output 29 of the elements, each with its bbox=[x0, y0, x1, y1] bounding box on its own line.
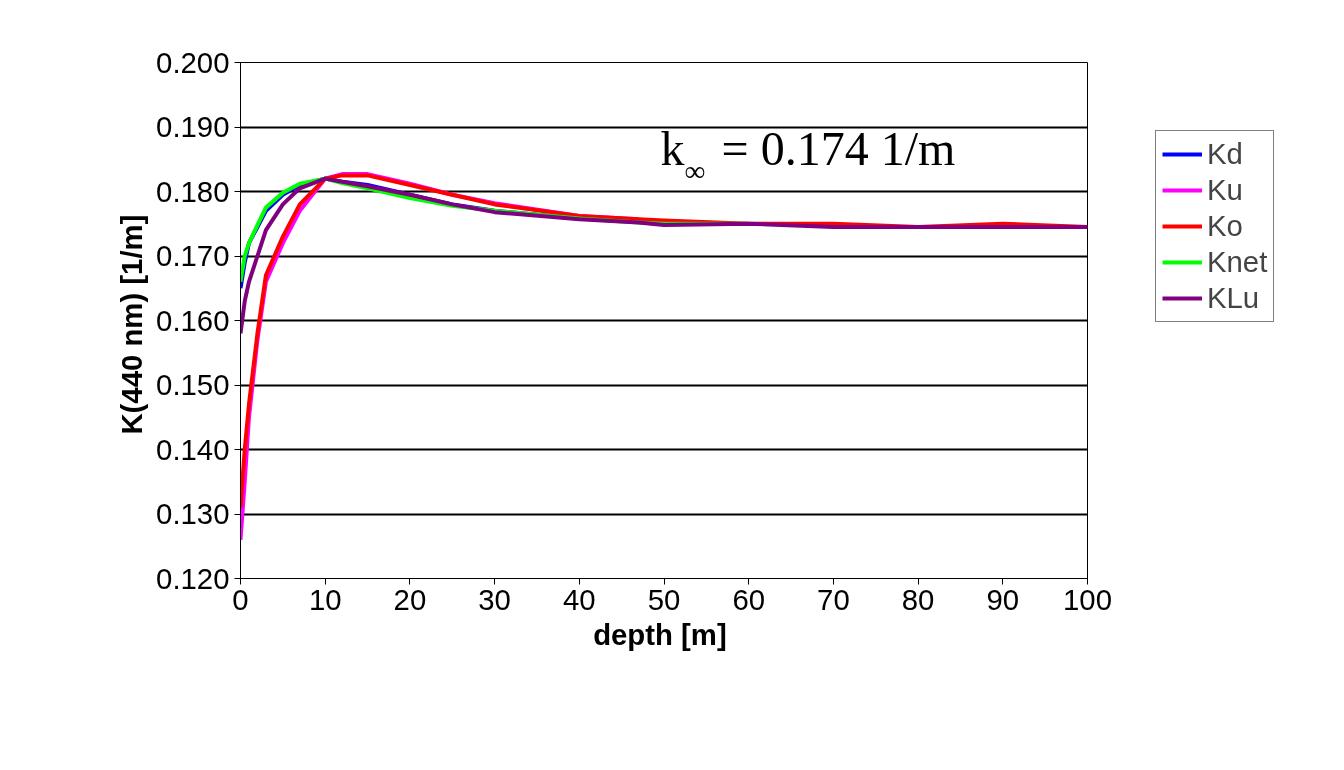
legend-label: Kd bbox=[1207, 137, 1243, 171]
annotation: k∞ = 0.174 1/m bbox=[660, 121, 956, 187]
y-axis-title: K(440 nm) [1/m] bbox=[115, 214, 149, 435]
x-tick-label: 10 bbox=[308, 582, 342, 616]
y-tick-label: 0.130 bbox=[156, 497, 230, 530]
legend-label: Knet bbox=[1207, 245, 1268, 279]
y-tick-label: 0.160 bbox=[156, 303, 230, 337]
x-tick-label: 20 bbox=[393, 582, 427, 616]
y-tick-label: 0.190 bbox=[156, 110, 230, 143]
y-tick-label: 0.180 bbox=[156, 174, 230, 208]
legend-label: Ko bbox=[1207, 209, 1243, 243]
y-tick-label: 0.170 bbox=[156, 239, 230, 272]
x-tick-label: 70 bbox=[817, 582, 850, 616]
y-tick-label: 0.150 bbox=[156, 368, 230, 401]
y-tick-label: 0.140 bbox=[156, 432, 230, 466]
x-axis-title: depth [m] bbox=[593, 617, 727, 651]
y-tick-label: 0.120 bbox=[156, 561, 230, 595]
x-tick-label: 0 bbox=[232, 582, 249, 616]
line-series bbox=[240, 176, 1088, 336]
y-tick-label: 0.200 bbox=[156, 45, 230, 79]
x-tick-label: 40 bbox=[562, 582, 596, 616]
x-tick-label: 30 bbox=[478, 582, 511, 616]
x-tick-label: 60 bbox=[732, 582, 766, 616]
legend-label: KLu bbox=[1207, 281, 1260, 315]
x-tick-label: 90 bbox=[986, 582, 1020, 616]
legend-label: Ku bbox=[1207, 173, 1243, 207]
x-tick-label: 80 bbox=[901, 582, 935, 616]
x-tick-label: 50 bbox=[647, 582, 681, 616]
x-tick-label: 100 bbox=[1063, 582, 1112, 616]
